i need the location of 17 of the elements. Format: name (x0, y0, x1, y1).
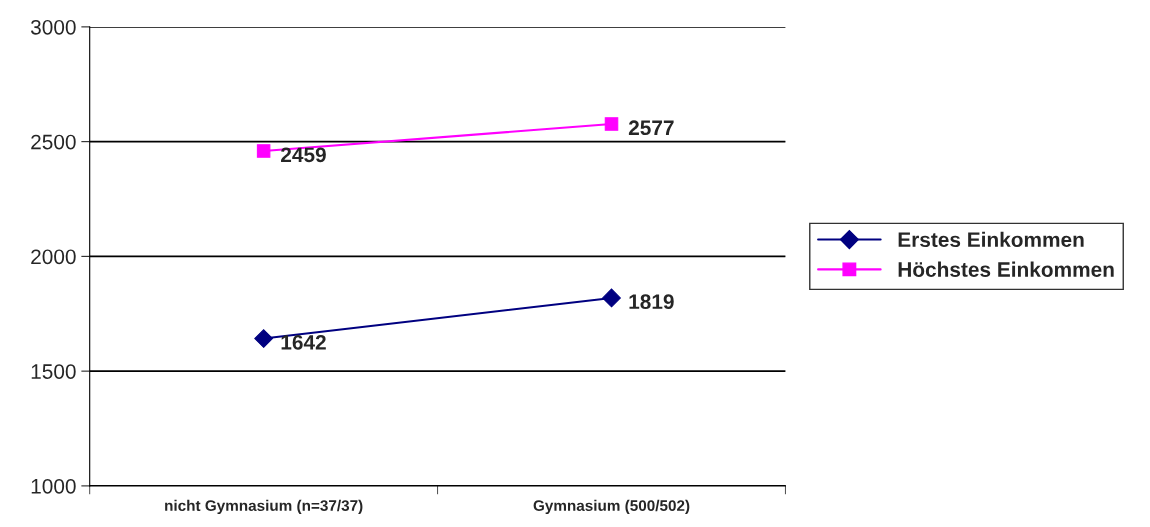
point (254, 329, 273, 348)
point (604, 117, 619, 131)
y-tick-label: 3000 (30, 19, 76, 35)
data-label: 1819 (629, 294, 674, 310)
point (602, 288, 621, 308)
data-label: 2459 (281, 147, 326, 163)
x-tick-label: Gymnasium (500/502) (533, 499, 690, 515)
x-tick-label: nicht Gymnasium (n=37/37) (165, 499, 363, 515)
y-tick-label: 2000 (31, 249, 76, 265)
data-label: 1642 (281, 334, 326, 350)
legend-label: Höchstes Einkommen (898, 261, 1114, 277)
data-label: 2577 (628, 120, 674, 136)
y-tick-label: 2500 (31, 134, 76, 150)
point (256, 144, 271, 158)
y-tick-label: 1500 (31, 364, 76, 379)
y-tick-label: 1000 (31, 478, 76, 494)
legend-label: Erstes Einkommen (898, 231, 1084, 248)
